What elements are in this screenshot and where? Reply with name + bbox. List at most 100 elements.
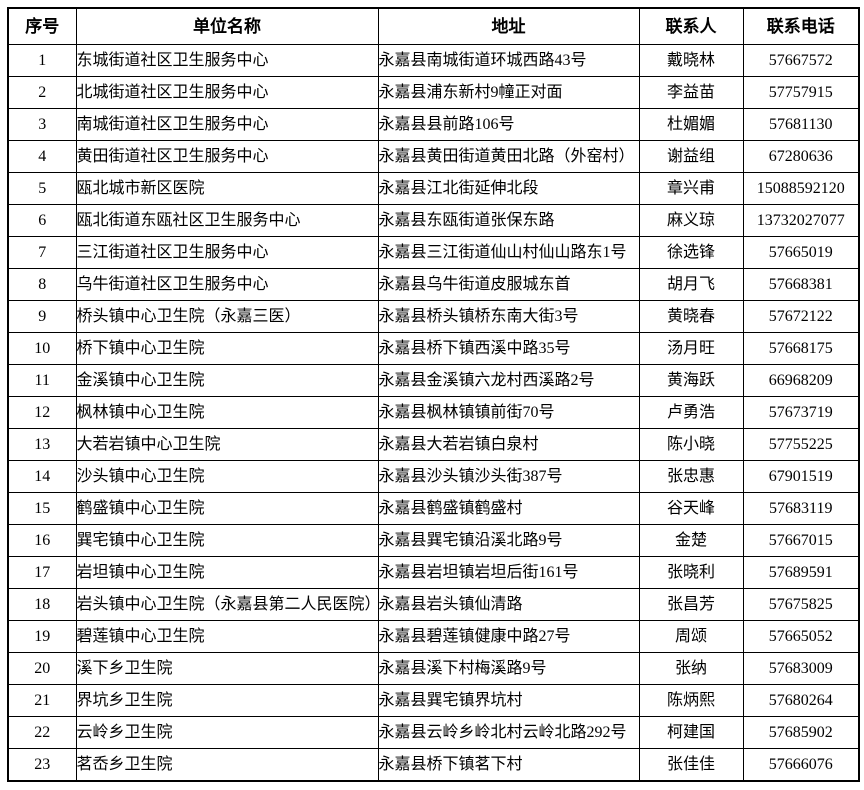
cell-contact: 黄海跃: [638, 364, 744, 397]
cell-no: 7: [7, 236, 77, 269]
table-row: 7 三江街道社区卫生服务中心 永嘉县三江街道仙山村仙山路东1号 徐选锋 5766…: [7, 236, 860, 269]
table-row: 19 碧莲镇中心卫生院 永嘉县碧莲镇健康中路27号 周颂 57665052: [7, 620, 860, 653]
table-row: 1 东城街道社区卫生服务中心 永嘉县南城街道环城西路43号 戴晓林 576675…: [7, 44, 860, 77]
cell-no: 23: [7, 748, 77, 782]
cell-unit-name: 金溪镇中心卫生院: [75, 364, 379, 397]
table-body: 1 东城街道社区卫生服务中心 永嘉县南城街道环城西路43号 戴晓林 576675…: [7, 44, 860, 782]
cell-address: 永嘉县岩头镇仙清路: [377, 588, 640, 621]
cell-unit-name: 北城街道社区卫生服务中心: [75, 76, 379, 109]
cell-contact: 杜媚媚: [638, 108, 744, 141]
cell-address: 永嘉县江北街延伸北段: [377, 172, 640, 205]
cell-contact: 谷天峰: [638, 492, 744, 525]
cell-address: 永嘉县岩坦镇岩坦后街161号: [377, 556, 640, 589]
cell-address: 永嘉县县前路106号: [377, 108, 640, 141]
cell-phone: 57665052: [742, 620, 860, 653]
cell-phone: 66968209: [742, 364, 860, 397]
column-header-no: 序号: [7, 7, 77, 45]
table-row: 15 鹤盛镇中心卫生院 永嘉县鹤盛镇鹤盛村 谷天峰 57683119: [7, 492, 860, 525]
cell-no: 3: [7, 108, 77, 141]
cell-contact: 胡月飞: [638, 268, 744, 301]
table-row: 17 岩坦镇中心卫生院 永嘉县岩坦镇岩坦后街161号 张晓利 57689591: [7, 556, 860, 589]
table-row: 9 桥头镇中心卫生院（永嘉三医） 永嘉县桥头镇桥东南大街3号 黄晓春 57672…: [7, 300, 860, 333]
cell-contact: 周颂: [638, 620, 744, 653]
cell-unit-name: 黄田街道社区卫生服务中心: [75, 140, 379, 173]
table-row: 14 沙头镇中心卫生院 永嘉县沙头镇沙头街387号 张忠惠 67901519: [7, 460, 860, 493]
cell-no: 6: [7, 204, 77, 237]
health-units-table-container: 序号 单位名称 地址 联系人 联系电话 1 东城街道社区卫生服务中心 永嘉县南城…: [7, 7, 860, 782]
cell-contact: 汤月旺: [638, 332, 744, 365]
cell-no: 9: [7, 300, 77, 333]
cell-contact: 张忠惠: [638, 460, 744, 493]
cell-contact: 章兴甫: [638, 172, 744, 205]
cell-no: 21: [7, 684, 77, 717]
column-header-contact: 联系人: [638, 7, 744, 45]
table-row: 22 云岭乡卫生院 永嘉县云岭乡岭北村云岭北路292号 柯建国 57685902: [7, 716, 860, 749]
table-row: 18 岩头镇中心卫生院（永嘉县第二人民医院） 永嘉县岩头镇仙清路 张昌芳 576…: [7, 588, 860, 621]
cell-no: 19: [7, 620, 77, 653]
cell-phone: 57680264: [742, 684, 860, 717]
column-header-phone: 联系电话: [742, 7, 860, 45]
cell-phone: 57681130: [742, 108, 860, 141]
table-row: 12 枫林镇中心卫生院 永嘉县枫林镇镇前街70号 卢勇浩 57673719: [7, 396, 860, 429]
cell-phone: 67901519: [742, 460, 860, 493]
cell-contact: 谢益组: [638, 140, 744, 173]
cell-contact: 李益苗: [638, 76, 744, 109]
cell-phone: 57689591: [742, 556, 860, 589]
cell-phone: 57757915: [742, 76, 860, 109]
table-row: 6 瓯北街道东瓯社区卫生服务中心 永嘉县东瓯街道张保东路 麻义琼 1373202…: [7, 204, 860, 237]
cell-contact: 卢勇浩: [638, 396, 744, 429]
cell-phone: 57668381: [742, 268, 860, 301]
cell-address: 永嘉县南城街道环城西路43号: [377, 44, 640, 77]
cell-no: 20: [7, 652, 77, 685]
table-row: 5 瓯北城市新区医院 永嘉县江北街延伸北段 章兴甫 15088592120: [7, 172, 860, 205]
table-row: 20 溪下乡卫生院 永嘉县溪下村梅溪路9号 张纳 57683009: [7, 652, 860, 685]
cell-phone: 13732027077: [742, 204, 860, 237]
cell-no: 8: [7, 268, 77, 301]
cell-unit-name: 碧莲镇中心卫生院: [75, 620, 379, 653]
cell-unit-name: 岩头镇中心卫生院（永嘉县第二人民医院）: [75, 588, 379, 621]
cell-phone: 57683119: [742, 492, 860, 525]
cell-unit-name: 界坑乡卫生院: [75, 684, 379, 717]
cell-unit-name: 瓯北街道东瓯社区卫生服务中心: [75, 204, 379, 237]
cell-contact: 黄晓春: [638, 300, 744, 333]
cell-unit-name: 瓯北城市新区医院: [75, 172, 379, 205]
cell-address: 永嘉县三江街道仙山村仙山路东1号: [377, 236, 640, 269]
cell-contact: 柯建国: [638, 716, 744, 749]
table-row: 16 巽宅镇中心卫生院 永嘉县巽宅镇沿溪北路9号 金楚 57667015: [7, 524, 860, 557]
column-header-unit-name: 单位名称: [75, 7, 379, 45]
cell-unit-name: 云岭乡卫生院: [75, 716, 379, 749]
table-row: 10 桥下镇中心卫生院 永嘉县桥下镇西溪中路35号 汤月旺 57668175: [7, 332, 860, 365]
cell-contact: 徐选锋: [638, 236, 744, 269]
cell-contact: 张佳佳: [638, 748, 744, 782]
cell-no: 11: [7, 364, 77, 397]
cell-address: 永嘉县巽宅镇沿溪北路9号: [377, 524, 640, 557]
cell-address: 永嘉县桥下镇茗下村: [377, 748, 640, 782]
cell-no: 22: [7, 716, 77, 749]
cell-unit-name: 桥下镇中心卫生院: [75, 332, 379, 365]
cell-phone: 57672122: [742, 300, 860, 333]
cell-unit-name: 大若岩镇中心卫生院: [75, 428, 379, 461]
cell-address: 永嘉县黄田街道黄田北路（外窑村）: [377, 140, 640, 173]
cell-phone: 57665019: [742, 236, 860, 269]
cell-phone: 15088592120: [742, 172, 860, 205]
cell-phone: 57755225: [742, 428, 860, 461]
cell-address: 永嘉县桥头镇桥东南大街3号: [377, 300, 640, 333]
table-row: 4 黄田街道社区卫生服务中心 永嘉县黄田街道黄田北路（外窑村） 谢益组 6728…: [7, 140, 860, 173]
cell-phone: 57667572: [742, 44, 860, 77]
table-row: 2 北城街道社区卫生服务中心 永嘉县浦东新村9幢正对面 李益苗 57757915: [7, 76, 860, 109]
cell-no: 13: [7, 428, 77, 461]
column-header-address: 地址: [377, 7, 640, 45]
cell-no: 17: [7, 556, 77, 589]
table-row: 21 界坑乡卫生院 永嘉县巽宅镇界坑村 陈炳熙 57680264: [7, 684, 860, 717]
cell-unit-name: 南城街道社区卫生服务中心: [75, 108, 379, 141]
cell-contact: 张晓利: [638, 556, 744, 589]
cell-contact: 张纳: [638, 652, 744, 685]
cell-no: 14: [7, 460, 77, 493]
cell-no: 15: [7, 492, 77, 525]
cell-phone: 57675825: [742, 588, 860, 621]
table-row: 23 茗岙乡卫生院 永嘉县桥下镇茗下村 张佳佳 57666076: [7, 748, 860, 782]
cell-no: 1: [7, 44, 77, 77]
cell-contact: 戴晓林: [638, 44, 744, 77]
cell-contact: 金楚: [638, 524, 744, 557]
cell-unit-name: 乌牛街道社区卫生服务中心: [75, 268, 379, 301]
